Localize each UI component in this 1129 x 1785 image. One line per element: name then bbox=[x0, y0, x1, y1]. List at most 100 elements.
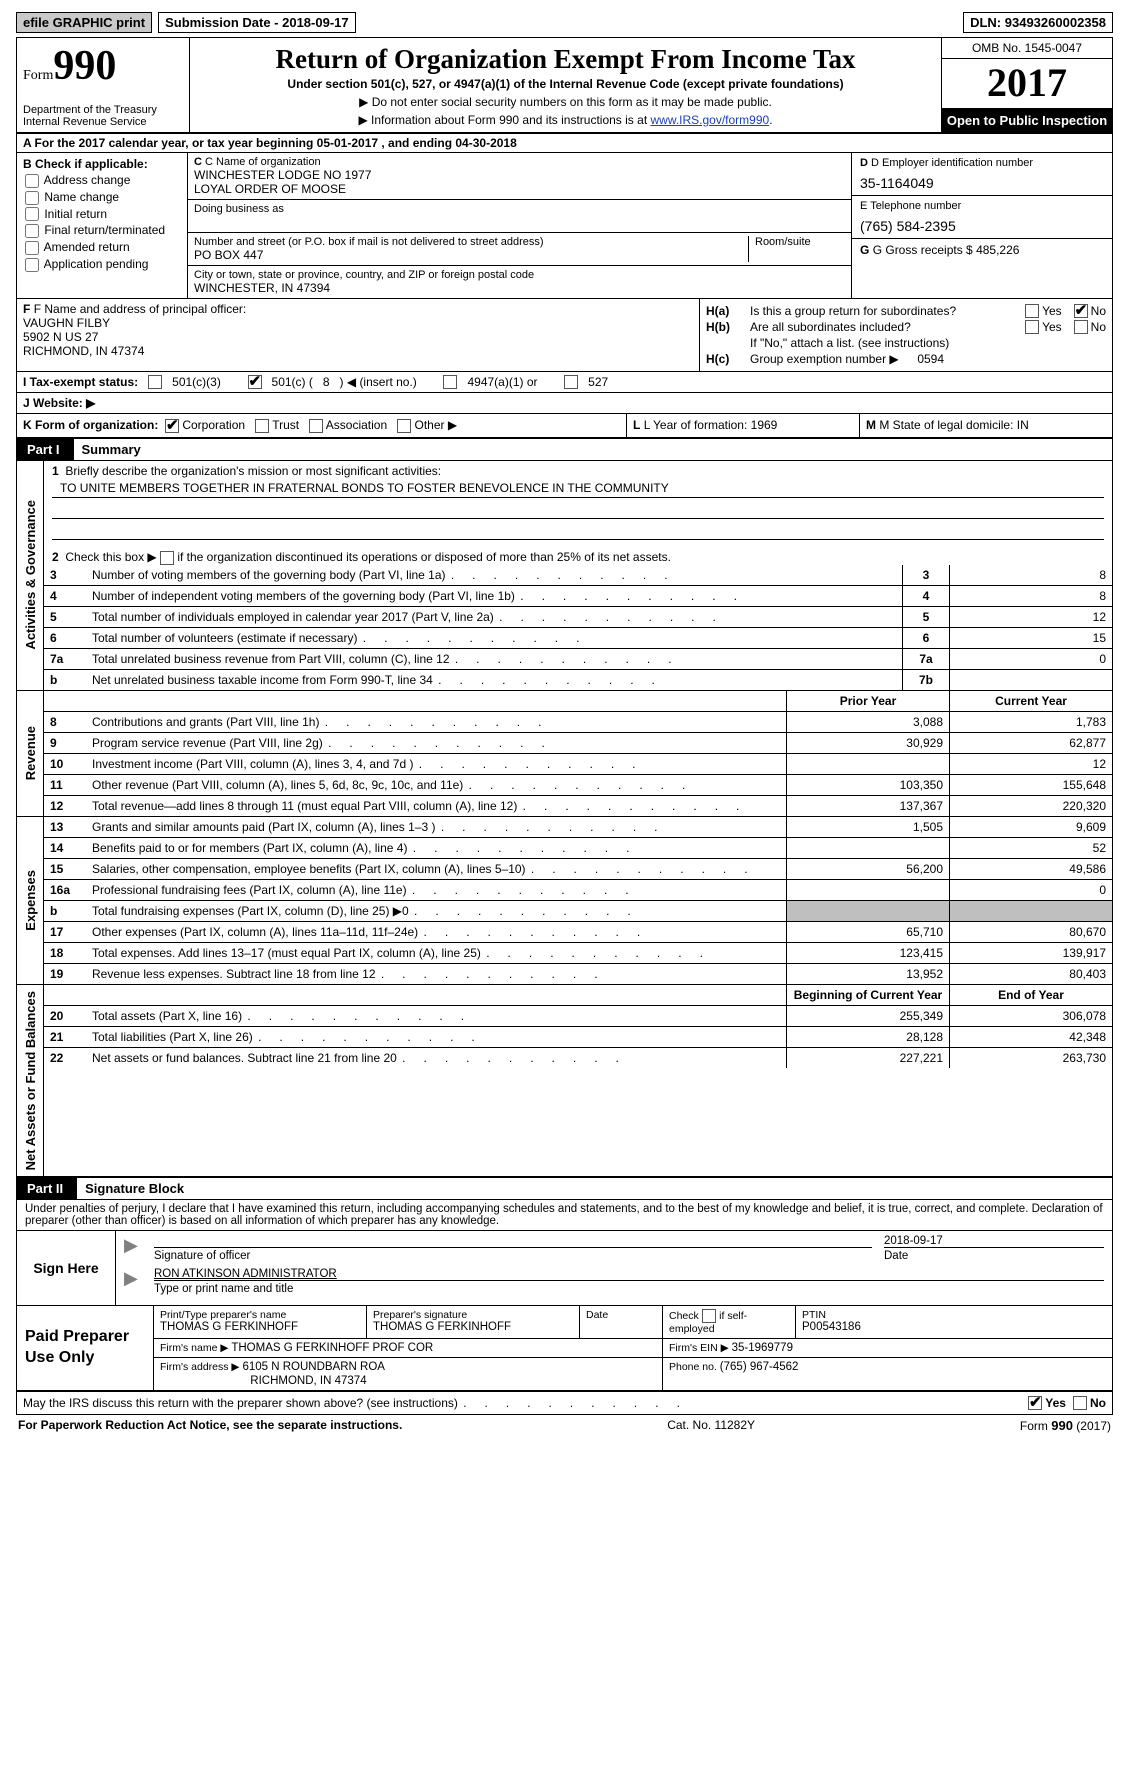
ha-label: H(a) bbox=[706, 304, 744, 318]
checkbox[interactable] bbox=[25, 258, 39, 272]
footer-center: Cat. No. 11282Y bbox=[667, 1418, 755, 1433]
amt-current: 49,586 bbox=[950, 858, 1113, 879]
line-no: 14 bbox=[44, 837, 86, 858]
checkbox[interactable] bbox=[25, 241, 39, 255]
part-ii-title: Signature Block bbox=[77, 1181, 184, 1196]
hb-no-cb[interactable] bbox=[1074, 320, 1088, 334]
part-ii-bar: Part II Signature Block bbox=[16, 1178, 1113, 1200]
line-no: b bbox=[44, 900, 86, 921]
l2-text-a: Check this box ▶ bbox=[65, 550, 160, 564]
form990-link[interactable]: www.IRS.gov/form990 bbox=[650, 113, 769, 127]
line-desc: Net unrelated business taxable income fr… bbox=[86, 669, 903, 690]
cb-amended[interactable]: Amended return bbox=[23, 240, 181, 255]
cb-discuss-no[interactable] bbox=[1073, 1396, 1087, 1410]
table-row: bNet unrelated business taxable income f… bbox=[44, 669, 1112, 690]
cb-501c3[interactable] bbox=[148, 375, 162, 389]
line-no: 21 bbox=[44, 1026, 86, 1047]
cb-self-employed[interactable] bbox=[702, 1309, 716, 1323]
line-box: 5 bbox=[903, 606, 950, 627]
checkbox[interactable] bbox=[25, 191, 39, 205]
form-small: Form bbox=[23, 68, 53, 83]
cb-discuss-yes[interactable] bbox=[1028, 1396, 1042, 1410]
amt-prior: 1,505 bbox=[787, 817, 950, 838]
line-1: 1 Briefly describe the organization's mi… bbox=[44, 461, 1112, 478]
ha-text: Is this a group return for subordinates? bbox=[750, 304, 1013, 318]
subtitle-2a: ▶ Do not enter social security numbers o… bbox=[200, 95, 931, 109]
cb-trust[interactable] bbox=[255, 419, 269, 433]
cb-final-return[interactable]: Final return/terminated bbox=[23, 223, 181, 238]
row-i: I Tax-exempt status: 501(c)(3) 501(c) ( … bbox=[16, 372, 1113, 393]
line-desc: Number of independent voting members of … bbox=[86, 585, 903, 606]
ha-no-cb[interactable] bbox=[1074, 304, 1088, 318]
cell-city: City or town, state or province, country… bbox=[188, 266, 851, 298]
form-big: 990 bbox=[53, 43, 116, 89]
ein-val: 35-1164049 bbox=[860, 175, 1104, 191]
hb-yes-cb[interactable] bbox=[1025, 320, 1039, 334]
cell-addr: Number and street (or P.O. box if mail i… bbox=[188, 233, 851, 266]
col-b-hdr: B Check if applicable: bbox=[23, 157, 181, 171]
firm-phone-label: Phone no. bbox=[669, 1361, 720, 1373]
name-title-label: Type or print name and title bbox=[154, 1280, 1104, 1295]
dln: DLN: 93493260002358 bbox=[963, 12, 1113, 33]
cb-assoc[interactable] bbox=[309, 419, 323, 433]
ha-yes-cb[interactable] bbox=[1025, 304, 1039, 318]
table-row: 12Total revenue—add lines 8 through 11 (… bbox=[44, 795, 1112, 816]
table-row: 9Program service revenue (Part VIII, lin… bbox=[44, 732, 1112, 753]
amt-current: 220,320 bbox=[950, 795, 1113, 816]
line-amt: 8 bbox=[950, 565, 1113, 586]
amt-prior: 13,952 bbox=[787, 963, 950, 984]
efile-tag: efile GRAPHIC print bbox=[16, 12, 152, 33]
line-no: 20 bbox=[44, 1005, 86, 1026]
dept: Department of the Treasury Internal Reve… bbox=[23, 104, 183, 128]
cb-address-change[interactable]: Address change bbox=[23, 173, 181, 188]
amt-current: 263,730 bbox=[950, 1047, 1113, 1068]
cb-initial-return[interactable]: Initial return bbox=[23, 207, 181, 222]
table-row: 15Salaries, other compensation, employee… bbox=[44, 858, 1112, 879]
submission-date: Submission Date - 2018-09-17 bbox=[158, 12, 356, 33]
cb-app-pending[interactable]: Application pending bbox=[23, 257, 181, 272]
h-c: H(c) Group exemption number ▶ 0594 bbox=[706, 352, 1106, 366]
firm-name-label: Firm's name ▶ bbox=[160, 1342, 231, 1354]
line-no: 13 bbox=[44, 817, 86, 838]
m-val: IN bbox=[1017, 418, 1029, 432]
line-no: 19 bbox=[44, 963, 86, 984]
cb-4947[interactable] bbox=[443, 375, 457, 389]
l2-n: 2 bbox=[52, 550, 59, 564]
cb-527[interactable] bbox=[564, 375, 578, 389]
l1-n: 1 bbox=[52, 464, 59, 478]
gov-table: 3Number of voting members of the governi… bbox=[44, 565, 1112, 690]
form-header: Form990 Department of the Treasury Inter… bbox=[16, 37, 1113, 134]
cb-other[interactable] bbox=[397, 419, 411, 433]
line-desc: Contributions and grants (Part VIII, lin… bbox=[86, 711, 787, 732]
checkbox[interactable] bbox=[25, 224, 39, 238]
line-no: 15 bbox=[44, 858, 86, 879]
phone-val: (765) 584-2395 bbox=[860, 218, 1104, 234]
tax-year: 2017 bbox=[942, 59, 1112, 109]
prep-name: THOMAS G FERKINHOFF bbox=[160, 1321, 360, 1333]
amt-current: 9,609 bbox=[950, 817, 1113, 838]
cb-corp[interactable] bbox=[165, 419, 179, 433]
cb-name-change[interactable]: Name change bbox=[23, 190, 181, 205]
sign-here-block: Sign Here ▶ Signature of officer 2018-09… bbox=[16, 1231, 1113, 1306]
amt-prior: 103,350 bbox=[787, 774, 950, 795]
col-f: F F Name and address of principal office… bbox=[17, 299, 700, 371]
hb-label: H(b) bbox=[706, 320, 744, 334]
line-desc: Total expenses. Add lines 13–17 (must eq… bbox=[86, 942, 787, 963]
blank-line-2 bbox=[52, 525, 1104, 540]
block-fh: F F Name and address of principal office… bbox=[16, 299, 1113, 372]
line-no: 9 bbox=[44, 732, 86, 753]
line-desc: Grants and similar amounts paid (Part IX… bbox=[86, 817, 787, 838]
rev-table: Prior YearCurrent Year8Contributions and… bbox=[44, 691, 1112, 816]
open-to-public: Open to Public Inspection bbox=[942, 109, 1112, 132]
line-desc: Total number of individuals employed in … bbox=[86, 606, 903, 627]
checkbox[interactable] bbox=[25, 174, 39, 188]
amt-prior bbox=[787, 753, 950, 774]
checkbox[interactable] bbox=[25, 207, 39, 221]
name-label: C C Name of organization bbox=[194, 156, 845, 168]
sig-date-label: Date bbox=[884, 1247, 1104, 1262]
header-right: OMB No. 1545-0047 2017 Open to Public In… bbox=[941, 38, 1112, 132]
cb-501c[interactable] bbox=[248, 375, 262, 389]
col-l: L L Year of formation: 1969 bbox=[627, 414, 860, 437]
cb-discontinued[interactable] bbox=[160, 551, 174, 565]
officer-addr1: 5902 N US 27 bbox=[23, 330, 693, 344]
